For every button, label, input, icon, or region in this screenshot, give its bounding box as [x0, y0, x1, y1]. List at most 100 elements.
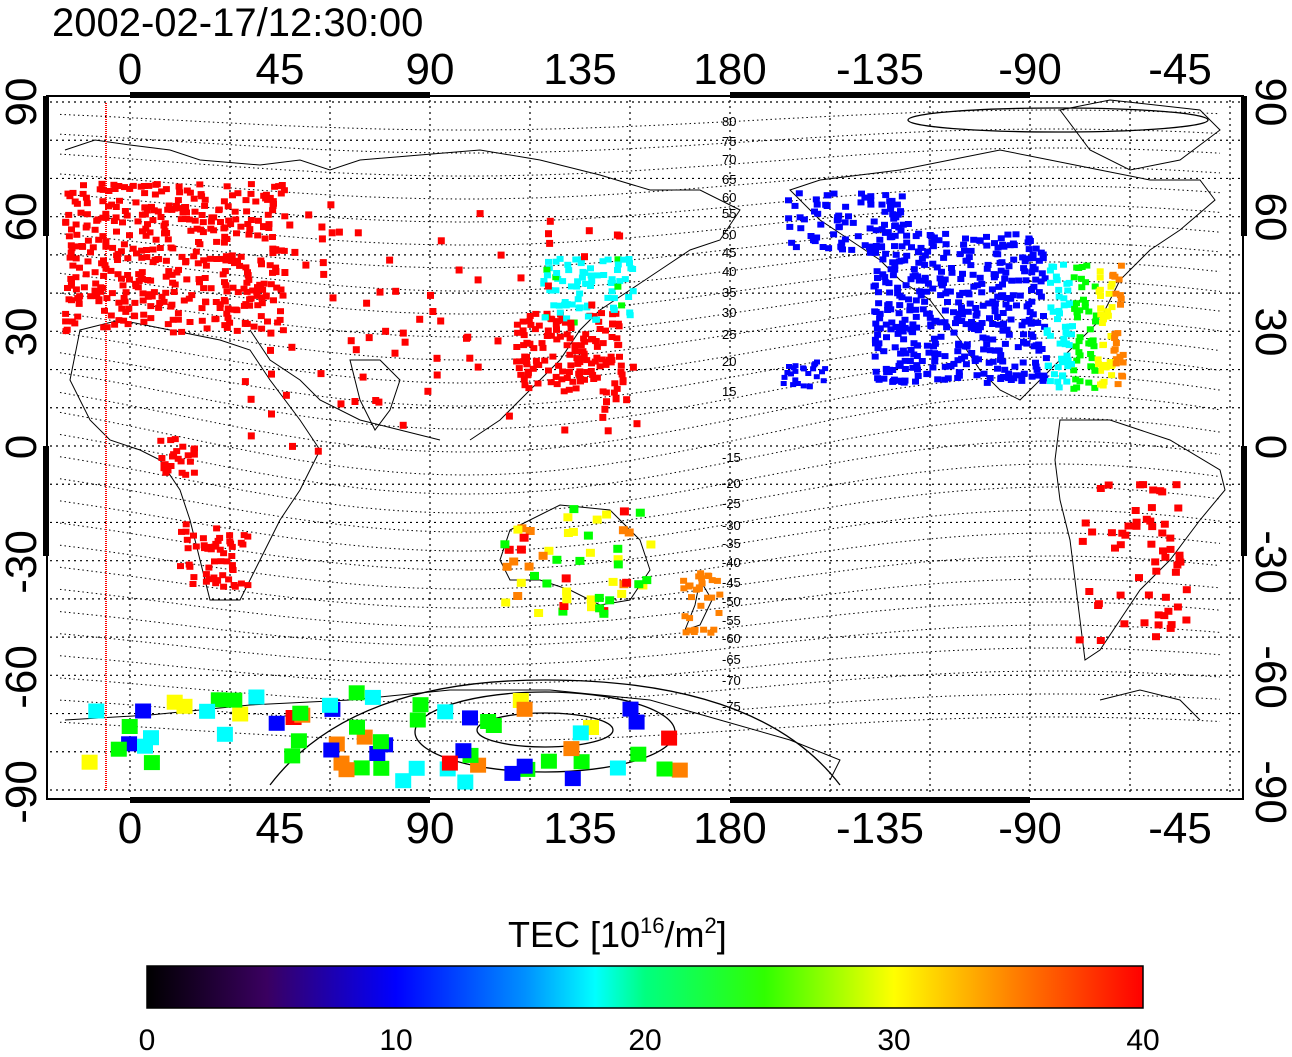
contour-line: [59, 601, 1221, 647]
tec-pixel: [661, 730, 678, 746]
tec-pixel: [608, 357, 616, 364]
tec-pixel: [563, 529, 573, 537]
tec-pixel: [1175, 551, 1184, 559]
tec-pixel: [866, 249, 874, 256]
tec-pixel: [593, 374, 601, 381]
tec-pixel: [1108, 280, 1116, 287]
tec-pixel: [269, 250, 277, 257]
tec-pixel: [1020, 265, 1028, 272]
tec-pixel: [610, 389, 618, 396]
tec-pixel: [556, 309, 564, 316]
tec-pixel: [791, 202, 799, 209]
tec-pixel: [532, 310, 540, 317]
tec-pixel: [1081, 303, 1089, 310]
tec-pixel: [520, 332, 528, 339]
tec-pixel: [257, 313, 265, 320]
tec-pixel: [363, 299, 371, 307]
tec-pixel: [1109, 272, 1117, 279]
tec-pixel: [262, 292, 270, 300]
tec-pixel: [549, 353, 557, 360]
tec-pixel: [1047, 279, 1054, 286]
tec-pixel: [604, 427, 612, 435]
tec-pixel: [281, 269, 289, 276]
tec-pixel: [337, 400, 345, 408]
tec-pixel: [202, 571, 210, 578]
tec-pixel: [908, 244, 915, 251]
tec-pixel: [1060, 261, 1067, 268]
tec-pixel: [124, 272, 132, 278]
tec-pixel: [143, 247, 150, 253]
tec-pixel: [833, 217, 841, 224]
tec-pixel: [399, 329, 407, 337]
tec-pixel: [866, 225, 874, 232]
tec-pixel: [588, 360, 595, 367]
tec-pixel: [74, 313, 82, 320]
contour-value-label: 55: [722, 206, 736, 221]
tec-pixel: [327, 201, 335, 209]
tec-pixel: [898, 320, 906, 327]
tec-pixel: [247, 217, 255, 223]
contour-line: [59, 532, 1221, 590]
tec-pixel: [95, 296, 103, 303]
tec-pixel: [708, 577, 716, 584]
tec-pixel: [497, 251, 505, 259]
tec-pixel: [634, 580, 644, 589]
tec-pixel: [198, 212, 206, 218]
tec-pixel: [1075, 338, 1083, 345]
tec-pixel: [412, 697, 429, 713]
tec-pixel: [841, 219, 849, 226]
tec-pixel: [569, 378, 577, 385]
tec-pixel: [455, 743, 472, 759]
tec-pixel: [618, 526, 628, 535]
tec-pixel: [619, 507, 629, 516]
tec-pixel: [963, 343, 971, 350]
tec-pixel: [64, 285, 71, 291]
tec-pixel: [99, 214, 107, 221]
tec-pixel: [936, 319, 944, 326]
tec-pixel: [441, 755, 458, 771]
tec-pixel: [577, 260, 585, 267]
tec-pixel: [241, 378, 249, 386]
contour-value-label: -25: [722, 496, 741, 511]
tec-pixel: [564, 771, 581, 787]
tec-pixel: [1011, 363, 1019, 370]
tec-pixel: [608, 334, 616, 340]
tec-pixel: [129, 182, 137, 189]
tec-pixel: [83, 211, 91, 218]
colorbar-tick-labels: 0 10 20 30 40: [139, 1024, 1160, 1057]
tec-pixel: [84, 237, 92, 244]
tec-pixel: [516, 578, 526, 587]
tec-pixel: [97, 288, 105, 295]
tec-pixel: [177, 216, 185, 223]
tec-pixel: [185, 561, 193, 568]
tec-pixel: [704, 594, 712, 601]
tec-pixel: [929, 243, 937, 250]
tec-pixel: [609, 760, 626, 776]
tec-pixel: [154, 256, 162, 263]
tec-pixel: [160, 222, 168, 229]
tec-pixel: [191, 445, 198, 452]
tec-pixel: [898, 243, 906, 250]
tec-pixel: [595, 604, 605, 613]
tec-pixel: [583, 369, 591, 375]
tec-pixel: [928, 239, 936, 246]
tec-pixel: [1106, 359, 1114, 366]
tec-pixel: [941, 276, 949, 283]
tec-pixel: [612, 395, 620, 403]
tec-pixel: [1147, 540, 1156, 548]
tec-pixel: [504, 765, 521, 781]
tec-pixel: [912, 313, 920, 320]
tec-pixel: [979, 302, 987, 309]
tec-pixel: [897, 209, 905, 216]
tec-pixel: [552, 373, 560, 380]
tec-pixel: [125, 305, 133, 312]
tec-pixel: [874, 345, 882, 352]
tec-pixel: [896, 302, 904, 309]
tec-pixel: [80, 284, 88, 291]
tec-pixel: [955, 372, 963, 379]
contour-line: [59, 578, 1221, 628]
tec-pixel: [884, 307, 892, 313]
tec-pixel: [986, 315, 993, 322]
tec-pixel: [196, 181, 204, 188]
tec-pixel: [921, 252, 929, 259]
